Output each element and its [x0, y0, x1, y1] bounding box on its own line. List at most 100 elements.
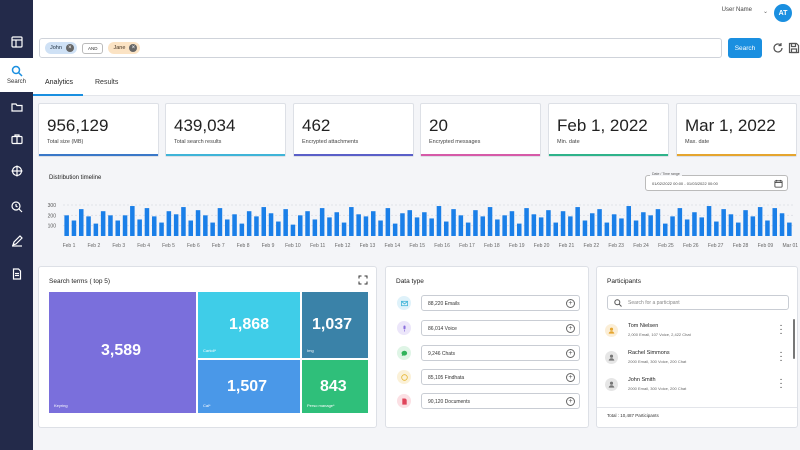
timeline-bar[interactable] [538, 217, 544, 236]
timeline-bar[interactable] [765, 220, 770, 237]
timeline-bar[interactable] [589, 213, 595, 236]
sidebar-item-search[interactable]: Search [0, 58, 33, 92]
sidebar-item-target[interactable] [0, 157, 33, 185]
treemap-tile[interactable]: 3,589 Keyring [49, 292, 196, 413]
timeline-bar[interactable] [203, 215, 208, 236]
timeline-bar[interactable] [261, 207, 267, 236]
timeline-bar[interactable] [721, 209, 726, 236]
timeline-chart[interactable]: 300 200 100 Feb 1 Feb 2 Feb 3 Feb 4 Feb 5 Feb 6 F… [33, 201, 800, 259]
sidebar-item-dashboard[interactable] [0, 28, 33, 56]
timeline-bar[interactable] [757, 207, 763, 236]
treemap-tile[interactable]: 1,507 Cal* [198, 360, 300, 413]
timeline-bar[interactable] [363, 216, 369, 236]
timeline-bar[interactable] [772, 208, 778, 236]
timeline-bar[interactable] [290, 224, 296, 236]
timeline-bar[interactable] [684, 219, 690, 236]
timeline-bar[interactable] [465, 222, 471, 236]
timeline-bar[interactable] [224, 219, 230, 236]
timeline-bar[interactable] [232, 214, 237, 236]
timeline-bar[interactable] [487, 207, 493, 236]
plus-icon[interactable]: + [566, 324, 575, 333]
timeline-bar[interactable] [677, 208, 683, 236]
timeline-bar[interactable] [619, 218, 624, 236]
close-icon[interactable]: × [129, 44, 138, 52]
save-icon[interactable] [788, 42, 800, 54]
timeline-bar[interactable] [553, 222, 559, 236]
timeline-bar[interactable] [210, 222, 215, 236]
data-type-field[interactable]: 90,120 Documents + [421, 393, 580, 409]
timeline-bar[interactable] [239, 223, 245, 236]
more-options-icon[interactable]: · · · [779, 347, 783, 366]
timeline-bar[interactable] [378, 220, 383, 237]
timeline-bar[interactable] [699, 217, 705, 236]
timeline-bar[interactable] [516, 223, 522, 236]
timeline-bar[interactable] [648, 215, 653, 236]
timeline-bar[interactable] [509, 211, 515, 236]
participant-search-input[interactable]: Search for a participant [607, 295, 789, 310]
timeline-bar[interactable] [743, 210, 748, 236]
timeline-bar[interactable] [458, 215, 464, 236]
timeline-bar[interactable] [473, 210, 478, 236]
sidebar-item-folder[interactable] [0, 93, 33, 121]
participant-row[interactable]: Rachel Simmons 2000 Email, 300 Voice, 20… [605, 347, 791, 371]
sidebar-item-reports[interactable] [0, 260, 33, 288]
timeline-bar[interactable] [283, 209, 288, 236]
timeline-bar[interactable] [626, 206, 632, 236]
timeline-bar[interactable] [750, 216, 756, 236]
user-name[interactable]: User Name [721, 7, 752, 13]
timeline-bar[interactable] [451, 209, 456, 236]
timeline-bar[interactable] [181, 207, 186, 236]
timeline-bar[interactable] [100, 211, 106, 236]
timeline-bar[interactable] [385, 208, 391, 236]
timeline-bar[interactable] [254, 216, 259, 236]
expand-icon[interactable] [358, 275, 368, 285]
data-type-field[interactable]: 86,014 Voice + [421, 320, 580, 336]
timeline-bar[interactable] [400, 213, 405, 236]
timeline-bar[interactable] [159, 222, 164, 236]
timeline-bar[interactable] [108, 215, 113, 236]
timeline-bar[interactable] [93, 223, 99, 236]
timeline-bar[interactable] [64, 215, 69, 236]
timeline-bar[interactable] [429, 218, 434, 236]
timeline-bar[interactable] [305, 211, 310, 236]
timeline-bar[interactable] [787, 222, 792, 236]
timeline-bar[interactable] [268, 213, 274, 236]
timeline-bar[interactable] [524, 208, 529, 236]
timeline-bar[interactable] [137, 219, 142, 236]
plus-icon[interactable]: + [566, 373, 575, 382]
tab-results[interactable]: Results [95, 79, 119, 86]
timeline-bar[interactable] [502, 215, 507, 236]
timeline-bar[interactable] [714, 221, 719, 236]
more-options-icon[interactable]: · · · [779, 374, 783, 393]
search-input[interactable]: John × AND Jane × [39, 38, 722, 58]
timeline-bar[interactable] [392, 223, 398, 236]
timeline-bar[interactable] [370, 211, 376, 236]
timeline-bar[interactable] [706, 206, 712, 236]
calendar-icon[interactable] [774, 179, 783, 188]
timeline-bar[interactable] [151, 216, 157, 236]
timeline-bar[interactable] [86, 216, 91, 236]
data-type-field[interactable]: 9,246 Chats + [421, 345, 580, 361]
timeline-bar[interactable] [297, 215, 303, 236]
treemap-tile[interactable]: 1,868 Cartoll* [198, 292, 300, 358]
timeline-bar[interactable] [173, 214, 179, 236]
timeline-bar[interactable] [246, 211, 252, 236]
timeline-bar[interactable] [480, 216, 486, 236]
plus-icon[interactable]: + [566, 397, 575, 406]
timeline-bar[interactable] [560, 211, 566, 236]
timeline-bar[interactable] [604, 222, 610, 236]
search-term-chip[interactable]: John × [45, 42, 77, 54]
timeline-bar[interactable] [341, 222, 347, 236]
timeline-bar[interactable] [130, 206, 135, 236]
timeline-bar[interactable] [443, 221, 449, 236]
timeline-bar[interactable] [531, 214, 537, 236]
sidebar-item-history[interactable] [0, 193, 33, 221]
timeline-bar[interactable] [662, 223, 668, 236]
timeline-bar[interactable] [115, 220, 121, 237]
timeline-bar[interactable] [568, 216, 573, 236]
timeline-bar[interactable] [122, 215, 128, 236]
timeline-bar[interactable] [633, 220, 639, 237]
search-term-chip[interactable]: Jane × [108, 42, 141, 54]
timeline-bar[interactable] [546, 210, 551, 236]
plus-icon[interactable]: + [566, 299, 575, 308]
